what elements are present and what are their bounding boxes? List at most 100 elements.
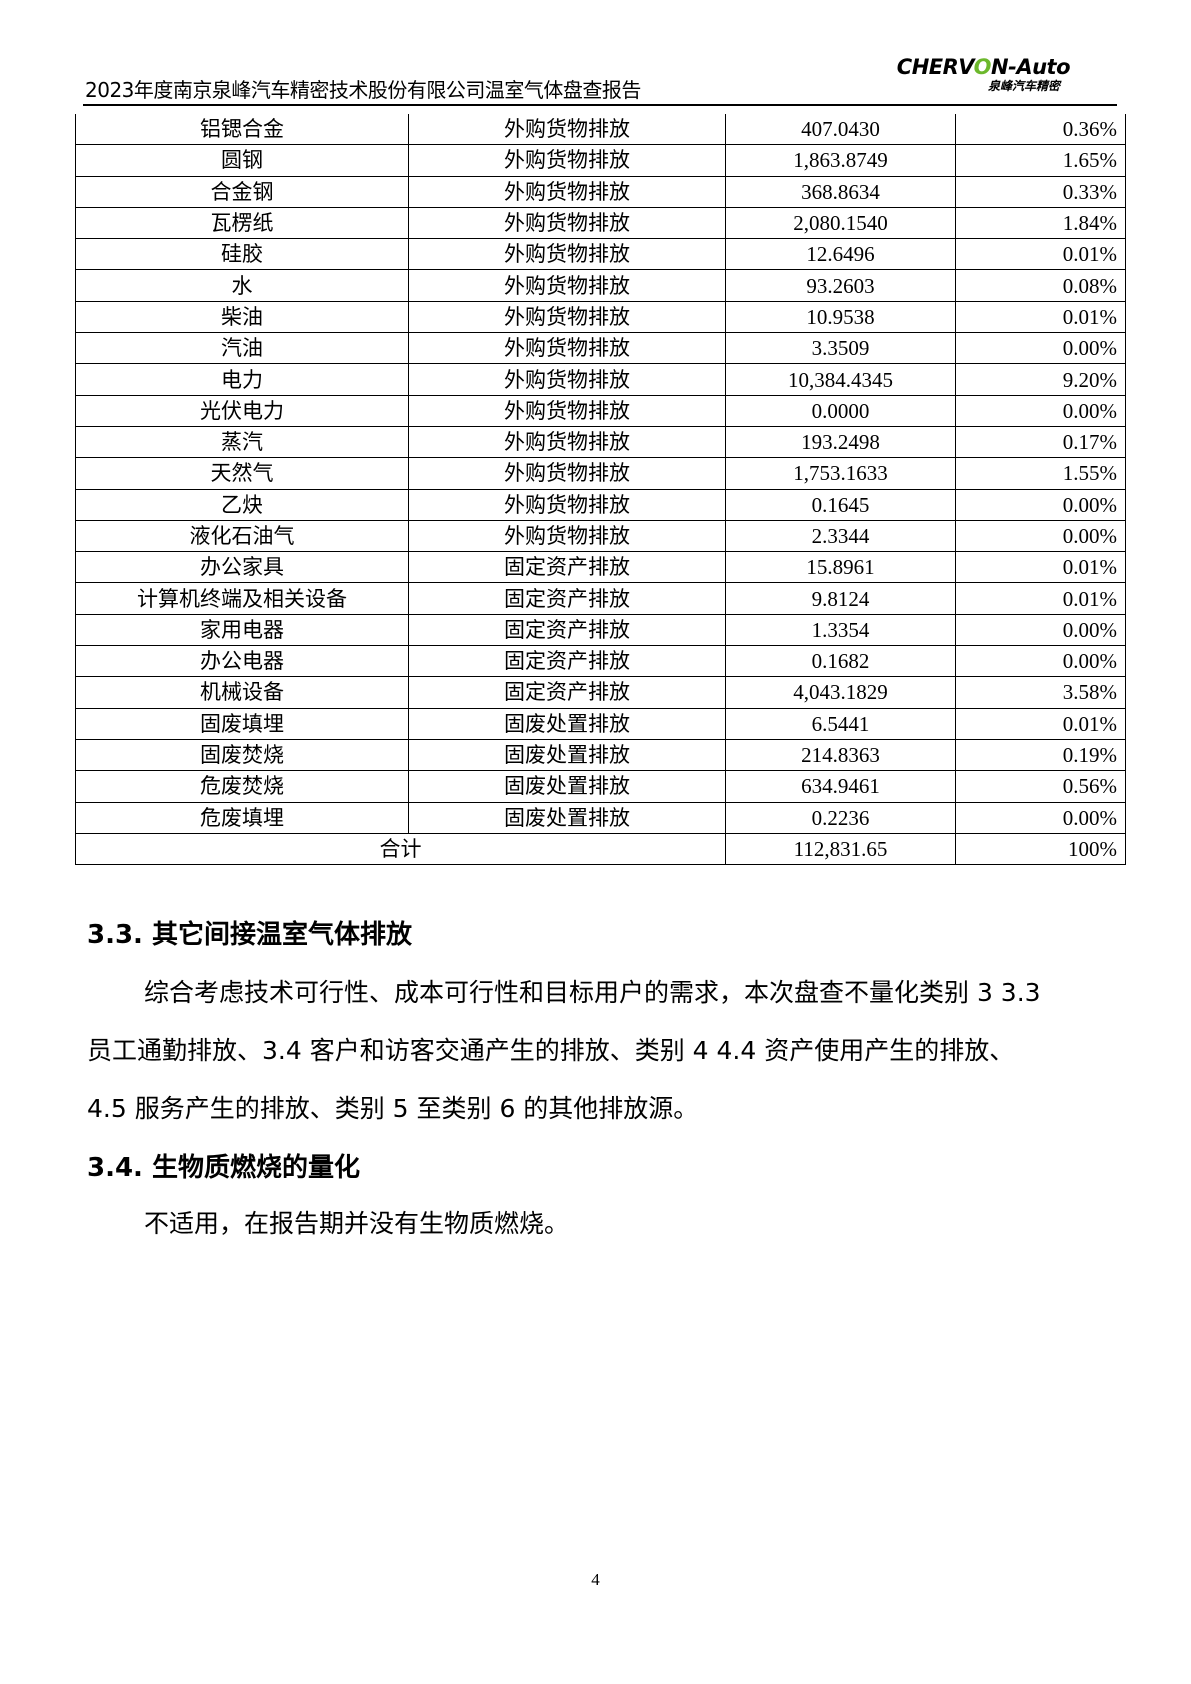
percent-cell: 1.84% bbox=[955, 206, 1126, 240]
total-value: 112,831.65 bbox=[725, 832, 956, 866]
header-divider bbox=[83, 104, 1117, 106]
percent-cell: 0.00% bbox=[955, 488, 1126, 521]
category-cell: 外购货物排放 bbox=[408, 206, 726, 240]
emission-cell: 1,863.8749 bbox=[725, 144, 956, 177]
category-cell: 外购货物排放 bbox=[408, 238, 726, 271]
emission-cell: 214.8363 bbox=[725, 738, 956, 772]
category-cell: 外购货物排放 bbox=[408, 363, 726, 396]
item-cell: 办公家具 bbox=[75, 551, 409, 584]
item-cell: 固废焚烧 bbox=[75, 738, 409, 772]
item-cell: 固废填埋 bbox=[75, 707, 409, 740]
category-cell: 外购货物排放 bbox=[408, 519, 726, 553]
emission-cell: 0.2236 bbox=[725, 801, 956, 834]
emission-cell: 1,753.1633 bbox=[725, 457, 956, 490]
item-cell: 铝锶合金 bbox=[75, 114, 409, 146]
percent-cell: 1.65% bbox=[955, 144, 1126, 177]
category-cell: 固定资产排放 bbox=[408, 613, 726, 647]
item-cell: 光伏电力 bbox=[75, 394, 409, 427]
percent-cell: 0.01% bbox=[955, 300, 1126, 334]
table-row: 家用电器 固定资产排放 1.3354 0.00% bbox=[75, 613, 1126, 647]
category-cell: 固废处置排放 bbox=[408, 801, 726, 834]
table-row: 危废填埋 固废处置排放 0.2236 0.00% bbox=[75, 801, 1126, 834]
item-cell: 天然气 bbox=[75, 457, 409, 490]
item-cell: 乙炔 bbox=[75, 488, 409, 521]
emissions-table: 铝锶合金 外购货物排放 407.0430 0.36% 圆钢 外购货物排放 1,863.874… bbox=[75, 114, 1126, 866]
item-cell: 柴油 bbox=[75, 300, 409, 334]
item-cell: 机械设备 bbox=[75, 676, 409, 709]
table-row: 机械设备 固定资产排放 4,043.1829 3.58% bbox=[75, 676, 1126, 709]
paragraph-line: 4.5 服务产生的排放、类别 5 至类别 6 的其他排放源。 bbox=[87, 1094, 699, 1123]
emission-cell: 6.5441 bbox=[725, 707, 956, 740]
category-cell: 固废处置排放 bbox=[408, 707, 726, 740]
table-row: 汽油 外购货物排放 3.3509 0.00% bbox=[75, 332, 1126, 365]
percent-cell: 0.00% bbox=[955, 519, 1126, 553]
category-cell: 固废处置排放 bbox=[408, 738, 726, 772]
item-cell: 家用电器 bbox=[75, 613, 409, 647]
item-cell: 危废焚烧 bbox=[75, 770, 409, 803]
table-row: 硅胶 外购货物排放 12.6496 0.01% bbox=[75, 238, 1126, 271]
item-cell: 危废填埋 bbox=[75, 801, 409, 834]
item-cell: 电力 bbox=[75, 363, 409, 396]
item-cell: 硅胶 bbox=[75, 238, 409, 271]
emission-cell: 3.3509 bbox=[725, 332, 956, 365]
emission-cell: 2,080.1540 bbox=[725, 206, 956, 240]
document-header-title: 2023年度南京泉峰汽车精密技术股份有限公司温室气体盘查报告 bbox=[85, 78, 641, 102]
category-cell: 固定资产排放 bbox=[408, 676, 726, 709]
emission-cell: 0.0000 bbox=[725, 394, 956, 427]
item-cell: 圆钢 bbox=[75, 144, 409, 177]
percent-cell: 1.55% bbox=[955, 457, 1126, 490]
emission-cell: 93.2603 bbox=[725, 269, 956, 302]
total-percent: 100% bbox=[955, 832, 1126, 866]
percent-cell: 0.01% bbox=[955, 238, 1126, 271]
paragraph-line: 综合考虑技术可行性、成本可行性和目标用户的需求，本次盘查不量化类别 3 3.3 bbox=[144, 978, 1041, 1007]
paragraph-line: 员工通勤排放、3.4 客户和访客交通产生的排放、类别 4 4.4 资产使用产生的… bbox=[87, 1036, 1015, 1065]
percent-cell: 9.20% bbox=[955, 363, 1126, 396]
category-cell: 固定资产排放 bbox=[408, 645, 726, 678]
percent-cell: 0.19% bbox=[955, 738, 1126, 772]
table-row: 电力 外购货物排放 10,384.4345 9.20% bbox=[75, 363, 1126, 396]
table-row: 计算机终端及相关设备 固定资产排放 9.8124 0.01% bbox=[75, 582, 1126, 615]
table-row: 乙炔 外购货物排放 0.1645 0.00% bbox=[75, 488, 1126, 521]
section-heading-3-4: 3.4. 生物质燃烧的量化 bbox=[87, 1153, 360, 1183]
percent-cell: 3.58% bbox=[955, 676, 1126, 709]
emission-cell: 12.6496 bbox=[725, 238, 956, 271]
table-row: 办公家具 固定资产排放 15.8961 0.01% bbox=[75, 551, 1126, 584]
emission-cell: 1.3354 bbox=[725, 613, 956, 647]
emission-cell: 2.3344 bbox=[725, 519, 956, 553]
percent-cell: 0.01% bbox=[955, 582, 1126, 615]
item-cell: 蒸汽 bbox=[75, 425, 409, 459]
table-row: 合金钢 外购货物排放 368.8634 0.33% bbox=[75, 175, 1126, 208]
emission-cell: 0.1682 bbox=[725, 645, 956, 678]
category-cell: 外购货物排放 bbox=[408, 175, 726, 208]
category-cell: 外购货物排放 bbox=[408, 300, 726, 334]
table-row: 天然气 外购货物排放 1,753.1633 1.55% bbox=[75, 457, 1126, 490]
table-row: 固废填埋 固废处置排放 6.5441 0.01% bbox=[75, 707, 1126, 740]
item-cell: 计算机终端及相关设备 bbox=[75, 582, 409, 615]
percent-cell: 0.08% bbox=[955, 269, 1126, 302]
table-row: 瓦楞纸 外购货物排放 2,080.1540 1.84% bbox=[75, 206, 1126, 240]
category-cell: 外购货物排放 bbox=[408, 394, 726, 427]
item-cell: 液化石油气 bbox=[75, 519, 409, 553]
category-cell: 固废处置排放 bbox=[408, 770, 726, 803]
percent-cell: 0.01% bbox=[955, 551, 1126, 584]
percent-cell: 0.01% bbox=[955, 707, 1126, 740]
item-cell: 汽油 bbox=[75, 332, 409, 365]
table-row: 铝锶合金 外购货物排放 407.0430 0.36% bbox=[75, 114, 1126, 146]
percent-cell: 0.36% bbox=[955, 114, 1126, 146]
percent-cell: 0.00% bbox=[955, 613, 1126, 647]
percent-cell: 0.00% bbox=[955, 645, 1126, 678]
table-row: 液化石油气 外购货物排放 2.3344 0.00% bbox=[75, 519, 1126, 553]
percent-cell: 0.56% bbox=[955, 770, 1126, 803]
emission-cell: 15.8961 bbox=[725, 551, 956, 584]
table-row: 危废焚烧 固废处置排放 634.9461 0.56% bbox=[75, 770, 1126, 803]
table-row: 光伏电力 外购货物排放 0.0000 0.00% bbox=[75, 394, 1126, 427]
category-cell: 外购货物排放 bbox=[408, 114, 726, 146]
percent-cell: 0.33% bbox=[955, 175, 1126, 208]
category-cell: 固定资产排放 bbox=[408, 582, 726, 615]
category-cell: 外购货物排放 bbox=[408, 332, 726, 365]
emission-cell: 407.0430 bbox=[725, 114, 956, 146]
table-row: 蒸汽 外购货物排放 193.2498 0.17% bbox=[75, 425, 1126, 459]
emission-cell: 9.8124 bbox=[725, 582, 956, 615]
table-row: 柴油 外购货物排放 10.9538 0.01% bbox=[75, 300, 1126, 334]
emission-cell: 10.9538 bbox=[725, 300, 956, 334]
